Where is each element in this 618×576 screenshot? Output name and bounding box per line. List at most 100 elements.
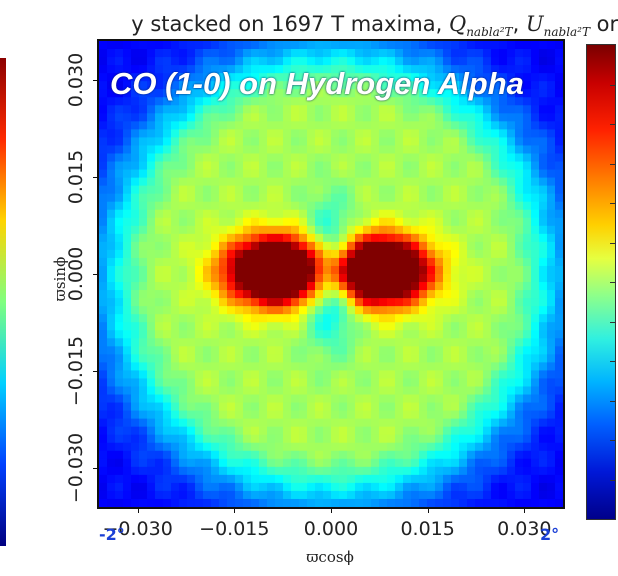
heatmap-cell — [307, 378, 316, 388]
heatmap-cell — [291, 458, 300, 468]
heatmap-cell — [211, 105, 220, 114]
heatmap-cell — [331, 41, 340, 50]
heatmap-cell — [387, 458, 396, 468]
heatmap-cell — [363, 137, 372, 147]
heatmap-cell — [539, 209, 548, 219]
heatmap-cell — [267, 434, 276, 444]
heatmap-cell — [107, 113, 116, 122]
heatmap-cell — [491, 378, 500, 388]
heatmap-cell — [163, 105, 172, 114]
heatmap-cell — [131, 57, 140, 66]
heatmap-cell — [475, 394, 484, 404]
heatmap-cell — [523, 386, 532, 396]
heatmap-cell — [283, 306, 292, 315]
heatmap-cell — [451, 330, 460, 339]
heatmap-cell — [451, 290, 460, 299]
heatmap-cell — [355, 169, 364, 179]
heatmap-cell — [251, 466, 260, 476]
colorbar-tick — [610, 321, 615, 323]
heatmap-cell — [323, 474, 332, 484]
heatmap-cell — [147, 330, 156, 339]
heatmap-cell — [515, 225, 524, 235]
heatmap-cell — [283, 65, 292, 74]
heatmap-cell — [459, 290, 468, 299]
heatmap-cell — [451, 450, 460, 460]
heatmap-cell — [235, 394, 244, 404]
heatmap-cell — [547, 113, 556, 122]
heatmap-cell — [403, 410, 412, 420]
heatmap-cell — [107, 394, 116, 404]
heatmap-cell — [411, 137, 420, 147]
heatmap-cell — [475, 65, 484, 74]
heatmap-cell — [251, 225, 260, 235]
heatmap-cell — [227, 73, 236, 82]
heatmap-cell — [339, 97, 348, 106]
heatmap-cell — [315, 49, 324, 58]
heatmap-cell — [547, 482, 556, 492]
heatmap-cell — [331, 306, 340, 315]
heatmap-cell — [267, 410, 276, 420]
heatmap-cell — [267, 426, 276, 436]
heatmap-cell — [507, 298, 516, 307]
heatmap-cell — [227, 193, 236, 203]
heatmap-cell — [555, 161, 563, 171]
heatmap-cell — [547, 233, 556, 243]
heatmap-cell — [483, 322, 492, 331]
heatmap-cell — [379, 322, 388, 331]
heatmap-cell — [155, 426, 164, 436]
heatmap-cell — [115, 89, 124, 98]
heatmap-cell — [259, 314, 268, 323]
heatmap-cell — [483, 274, 492, 283]
heatmap-cell — [99, 121, 108, 130]
heatmap-cell — [379, 169, 388, 179]
heatmap-cell — [315, 298, 324, 307]
heatmap-cell — [291, 282, 300, 291]
heatmap-cell — [275, 81, 284, 90]
heatmap-cell — [347, 450, 356, 460]
heatmap-cell — [555, 113, 563, 122]
u-symbol: U — [525, 12, 544, 36]
heatmap-cell — [555, 354, 563, 363]
heatmap-cell — [515, 330, 524, 339]
heatmap-cell — [443, 434, 452, 444]
heatmap-cell — [331, 137, 340, 147]
heatmap-cell — [467, 177, 476, 187]
heatmap-cell — [411, 330, 420, 339]
y-tick-mark — [93, 371, 99, 373]
heatmap-cell — [475, 354, 484, 363]
heatmap-cell — [483, 177, 492, 187]
heatmap-cell — [179, 225, 188, 235]
heatmap-cell — [323, 57, 332, 66]
heatmap-cell — [243, 137, 252, 147]
heatmap-cell — [235, 362, 244, 372]
heatmap-cell — [203, 370, 212, 380]
heatmap-cell — [347, 233, 356, 243]
heatmap-cell — [515, 241, 524, 251]
heatmap-cell — [203, 314, 212, 323]
heatmap-cell — [139, 73, 148, 82]
heatmap-cell — [179, 217, 188, 227]
heatmap-cell — [483, 97, 492, 106]
heatmap-cell — [459, 282, 468, 291]
heatmap-cell — [187, 314, 196, 323]
heatmap-cell — [523, 402, 532, 412]
heatmap-cell — [379, 402, 388, 412]
heatmap-cell — [259, 482, 268, 492]
heatmap-cell — [299, 65, 308, 74]
heatmap-cell — [395, 290, 404, 299]
heatmap-cell — [251, 378, 260, 388]
heatmap-cell — [171, 65, 180, 74]
heatmap-cell — [347, 65, 356, 74]
heatmap-cell — [139, 217, 148, 227]
heatmap-cell — [267, 177, 276, 187]
heatmap-cell — [475, 346, 484, 355]
heatmap-cell — [555, 370, 563, 380]
heatmap-cell — [411, 257, 420, 267]
heatmap-cell — [171, 153, 180, 163]
heatmap-cell — [451, 57, 460, 66]
heatmap-cell — [179, 105, 188, 114]
heatmap-cell — [555, 65, 563, 74]
heatmap-cell — [219, 81, 228, 90]
heatmap-cell — [467, 490, 476, 500]
heatmap-cell — [235, 338, 244, 347]
